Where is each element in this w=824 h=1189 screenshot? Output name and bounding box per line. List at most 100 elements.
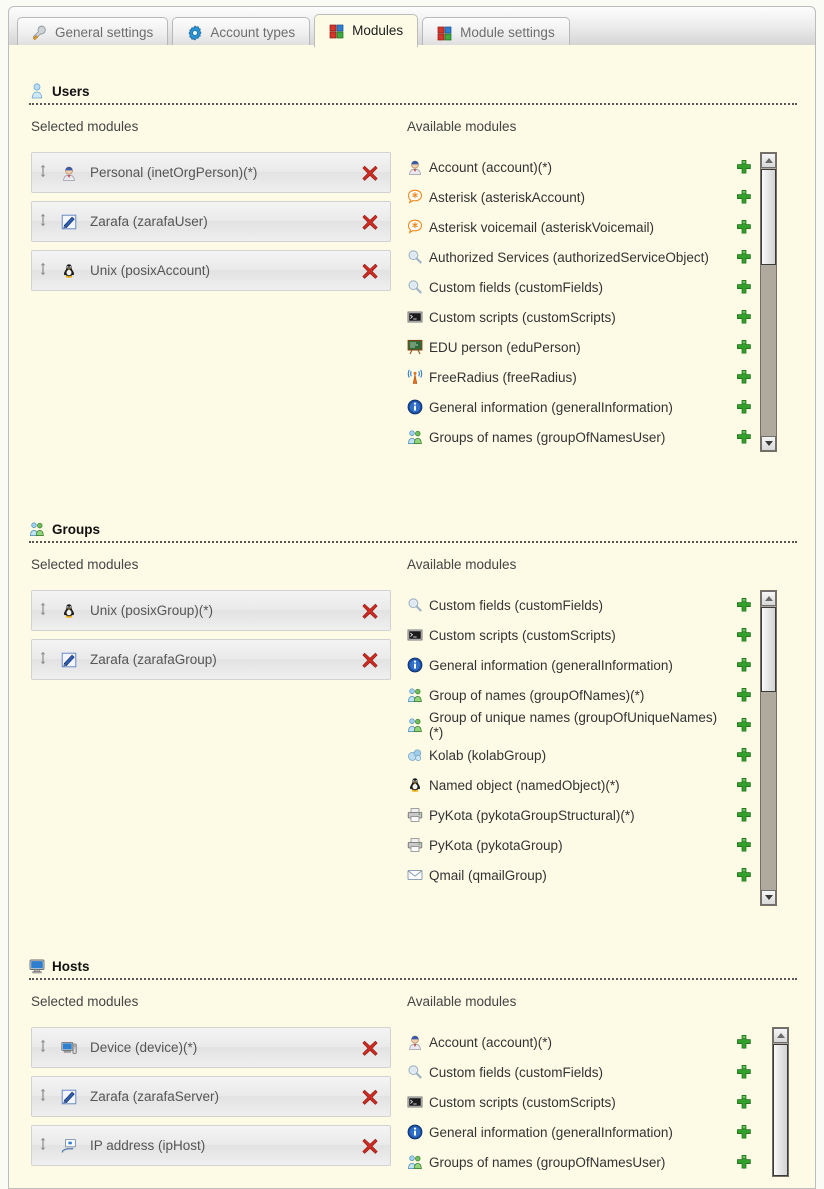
available-module-row[interactable]: Groups of names (groupOfNamesUser) [407, 1147, 759, 1177]
add-module-button[interactable] [729, 777, 759, 793]
available-module-row[interactable]: Account (account)(*) [407, 152, 759, 182]
available-modules-label: Available modules [407, 994, 517, 1009]
add-module-button[interactable] [729, 1094, 759, 1110]
drag-handle[interactable] [32, 1039, 54, 1056]
scroll-up-button[interactable] [761, 153, 776, 168]
available-module-row[interactable]: Custom scripts (customScripts) [407, 620, 759, 650]
selected-module-row[interactable]: Zarafa (zarafaServer) [31, 1076, 391, 1117]
scrollbar-thumb[interactable] [761, 169, 776, 265]
scrollbar-thumb[interactable] [761, 607, 776, 692]
available-module-row[interactable]: Authorized Services (authorizedServiceOb… [407, 242, 759, 272]
add-module-button[interactable] [729, 159, 759, 175]
remove-module-button[interactable] [350, 1088, 390, 1106]
add-module-button[interactable] [729, 339, 759, 355]
available-module-row[interactable]: PyKota (pykotaGroup) [407, 830, 759, 860]
selected-module-row[interactable]: Zarafa (zarafaUser) [31, 201, 391, 242]
tab-modules[interactable]: Modules [314, 14, 419, 47]
drag-handle[interactable] [32, 602, 54, 619]
remove-module-button[interactable] [350, 164, 390, 182]
drag-handle[interactable] [32, 1088, 54, 1105]
add-module-button[interactable] [729, 279, 759, 295]
drag-handle-icon [38, 1039, 48, 1053]
tab-module-settings[interactable]: Module settings [422, 17, 570, 47]
drag-handle-icon [38, 164, 48, 178]
add-module-button[interactable] [729, 867, 759, 883]
add-module-button[interactable] [729, 747, 759, 763]
available-module-row[interactable]: Custom scripts (customScripts) [407, 1087, 759, 1117]
remove-module-button[interactable] [350, 1039, 390, 1057]
add-module-button[interactable] [729, 717, 759, 733]
remove-module-button[interactable] [350, 262, 390, 280]
available-modules-scrollbar[interactable] [772, 1027, 789, 1177]
remove-module-button[interactable] [350, 213, 390, 231]
available-modules-scrollbar[interactable] [760, 152, 777, 452]
remove-module-button[interactable] [350, 651, 390, 669]
tab-general-settings[interactable]: General settings [17, 17, 169, 47]
available-module-row[interactable]: Asterisk voicemail (asteriskVoicemail) [407, 212, 759, 242]
drag-handle[interactable] [32, 164, 54, 181]
module-icon [407, 369, 429, 385]
add-module-button[interactable] [729, 219, 759, 235]
scroll-up-button[interactable] [773, 1028, 788, 1043]
green-plus-icon [736, 1094, 752, 1110]
scrollbar-thumb[interactable] [773, 1044, 788, 1176]
scroll-down-button[interactable] [761, 890, 776, 905]
available-module-label: General information (generalInformation) [429, 399, 673, 415]
drag-handle[interactable] [32, 1137, 54, 1154]
add-module-button[interactable] [729, 1034, 759, 1050]
tab-label: Module settings [460, 24, 555, 40]
selected-module-row[interactable]: Unix (posixAccount) [31, 250, 391, 291]
selected-module-row[interactable]: Device (device)(*) [31, 1027, 391, 1068]
available-module-row[interactable]: Qmail (qmailGroup) [407, 860, 759, 890]
selected-module-row[interactable]: Unix (posixGroup)(*) [31, 590, 391, 631]
add-module-button[interactable] [729, 1064, 759, 1080]
available-module-row[interactable]: PyKota (pykotaGroupStructural)(*) [407, 800, 759, 830]
selected-module-row[interactable]: IP address (ipHost) [31, 1125, 391, 1166]
add-module-button[interactable] [729, 627, 759, 643]
drag-handle[interactable] [32, 651, 54, 668]
add-module-button[interactable] [729, 597, 759, 613]
available-module-row[interactable]: General information (generalInformation) [407, 1117, 759, 1147]
add-module-button[interactable] [729, 429, 759, 445]
add-module-button[interactable] [729, 657, 759, 673]
selected-module-row[interactable]: Zarafa (zarafaGroup) [31, 639, 391, 680]
available-module-row[interactable]: EDU person (eduPerson) [407, 332, 759, 362]
add-module-button[interactable] [729, 309, 759, 325]
green-plus-icon [736, 249, 752, 265]
available-module-row[interactable]: Groups of names (groupOfNamesUser) [407, 422, 759, 452]
available-module-row[interactable]: General information (generalInformation) [407, 650, 759, 680]
add-module-button[interactable] [729, 189, 759, 205]
selected-module-row[interactable]: Personal (inetOrgPerson)(*) [31, 152, 391, 193]
add-module-button[interactable] [729, 687, 759, 703]
available-module-row[interactable]: Account (account)(*) [407, 1027, 759, 1057]
available-module-row[interactable]: Custom fields (customFields) [407, 272, 759, 302]
available-module-row[interactable]: Group of unique names (groupOfUniqueName… [407, 710, 759, 740]
available-module-row[interactable]: Group of names (groupOfNames)(*) [407, 680, 759, 710]
available-module-row[interactable]: Kolab (kolabGroup) [407, 740, 759, 770]
scroll-up-button[interactable] [761, 591, 776, 606]
remove-module-button[interactable] [350, 1137, 390, 1155]
remove-module-button[interactable] [350, 602, 390, 620]
add-module-button[interactable] [729, 369, 759, 385]
module-icon [54, 652, 84, 668]
available-module-row[interactable]: Named object (namedObject)(*) [407, 770, 759, 800]
add-module-button[interactable] [729, 249, 759, 265]
add-module-button[interactable] [729, 399, 759, 415]
available-modules-scrollbar[interactable] [760, 590, 777, 906]
add-module-button[interactable] [729, 1154, 759, 1170]
drag-handle[interactable] [32, 262, 54, 279]
available-module-row[interactable]: Asterisk (asteriskAccount) [407, 182, 759, 212]
add-module-button[interactable] [729, 807, 759, 823]
tab-account-types[interactable]: Account types [172, 17, 311, 47]
available-module-row[interactable]: Custom fields (customFields) [407, 1057, 759, 1087]
asterisk-icon [407, 189, 423, 205]
available-module-row[interactable]: Custom scripts (customScripts) [407, 302, 759, 332]
available-module-row[interactable]: Custom fields (customFields) [407, 590, 759, 620]
available-module-row[interactable]: General information (generalInformation) [407, 392, 759, 422]
drag-handle[interactable] [32, 213, 54, 230]
available-module-row[interactable]: FreeRadius (freeRadius) [407, 362, 759, 392]
selected-module-label: Zarafa (zarafaUser) [90, 214, 208, 229]
add-module-button[interactable] [729, 837, 759, 853]
add-module-button[interactable] [729, 1124, 759, 1140]
scroll-down-button[interactable] [761, 436, 776, 451]
